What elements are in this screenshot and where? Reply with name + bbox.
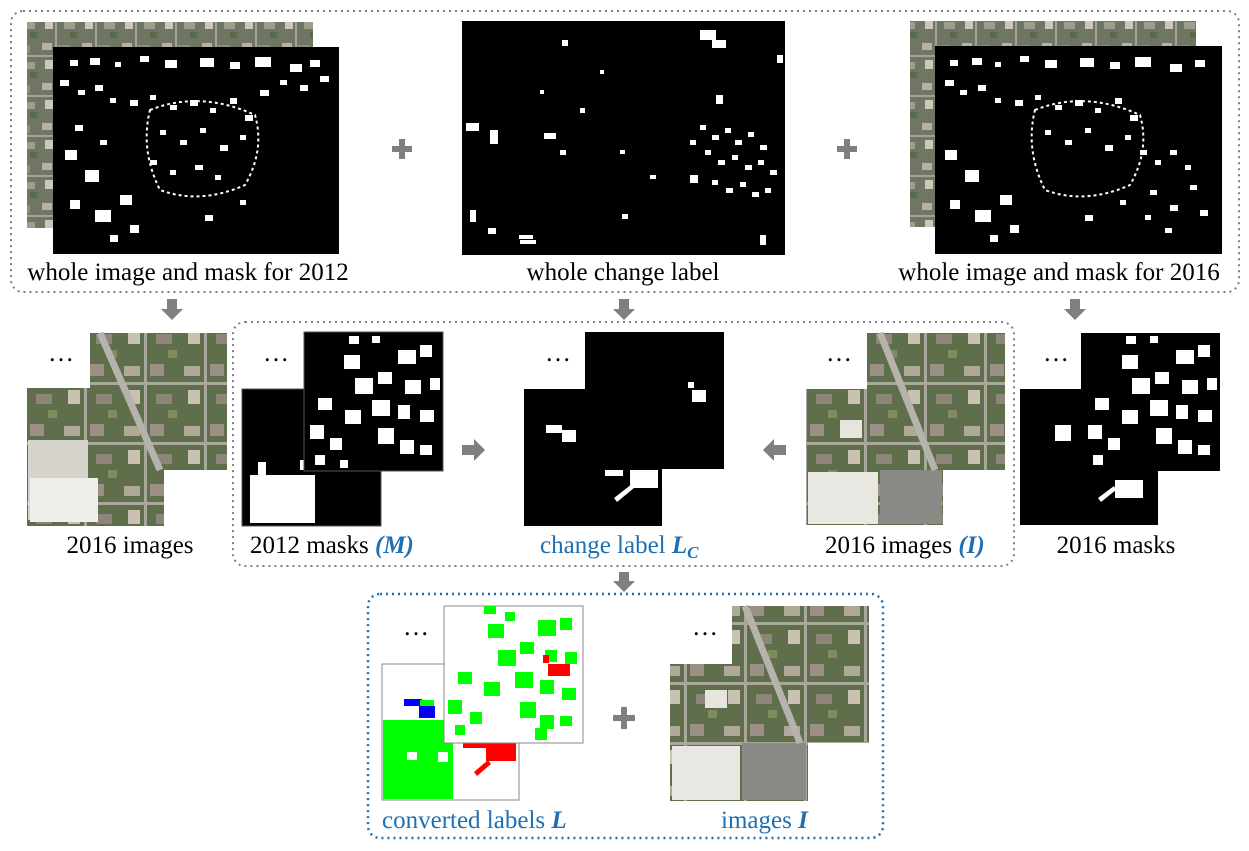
ellipsis-icon: …	[263, 338, 289, 367]
arrow-icon	[613, 299, 635, 320]
label-2016-images: 2016 images	[66, 532, 193, 559]
ellipsis-icon: …	[826, 338, 852, 367]
ellipsis-icon: …	[1043, 338, 1069, 367]
tiles-converted-labels: …	[381, 605, 584, 801]
whole-2016-stack	[910, 21, 1222, 254]
label-whole-2012: whole image and mask for 2012	[27, 259, 348, 286]
arrow-icon	[613, 572, 635, 592]
output-frame	[366, 592, 885, 840]
label-2016-images-I: 2016 images (I)	[825, 532, 985, 559]
arrow-icon	[161, 299, 183, 320]
whole-mask-2016	[935, 46, 1222, 254]
label-converted-labels: converted labels L	[382, 807, 567, 834]
tiles-2016-images: …	[27, 331, 227, 526]
label-2012-masks: 2012 masks (M)	[250, 532, 414, 559]
top-row-frame	[10, 10, 1240, 293]
tiles-change-label: …	[524, 332, 724, 526]
ellipsis-icon: …	[692, 612, 718, 641]
plus-icon	[837, 139, 857, 159]
arrow-icon	[763, 439, 786, 461]
ellipsis-icon: …	[403, 612, 429, 641]
tiles-2016-masks: …	[1020, 333, 1220, 525]
label-2016-masks: 2016 masks	[1057, 532, 1176, 559]
plus-icon	[392, 139, 412, 159]
ellipsis-icon: …	[545, 338, 571, 367]
whole-mask-2012	[53, 47, 339, 254]
arrow-icon	[1064, 299, 1086, 320]
tiles-2012-masks: …	[241, 331, 444, 527]
tiles-output-images: …	[670, 604, 869, 801]
middle-input-frame	[232, 321, 1015, 567]
label-whole-change: whole change label	[527, 259, 720, 286]
tiles-2016-images-I: …	[806, 331, 1005, 525]
label-change-label: change label LC	[540, 532, 699, 562]
label-whole-2016: whole image and mask for 2016	[898, 259, 1219, 286]
whole-change-label	[462, 21, 785, 255]
label-output-images: images I	[721, 807, 809, 834]
arrow-icon	[462, 439, 485, 461]
ellipsis-icon: …	[48, 338, 74, 367]
plus-icon	[613, 707, 635, 729]
whole-2012-stack	[27, 22, 339, 254]
